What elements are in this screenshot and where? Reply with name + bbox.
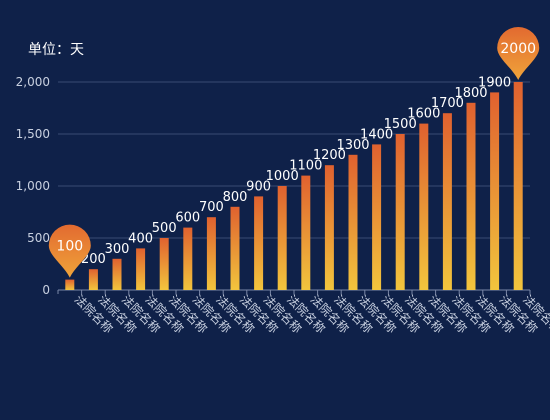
data-label: 1900 <box>478 75 511 90</box>
bar <box>136 248 146 290</box>
bar <box>442 113 452 290</box>
data-label: 1700 <box>431 96 464 111</box>
data-label: 1500 <box>384 117 417 132</box>
marker-pin-shape <box>497 27 540 81</box>
bar <box>395 134 405 290</box>
unit-label: 单位：天 <box>28 42 84 58</box>
data-labels: 2003004005006007008009001000110012001300… <box>81 75 511 267</box>
y-tick-label: 0 <box>42 283 50 297</box>
data-label: 1000 <box>266 169 299 184</box>
min-marker: 100 <box>48 224 91 278</box>
bar <box>490 92 500 291</box>
bar <box>277 186 287 290</box>
x-axis-ticks: 法院名称法院名称法院名称法院名称法院名称法院名称法院名称法院名称法院名称法院名称… <box>57 290 550 336</box>
data-label: 700 <box>199 200 224 215</box>
bar <box>348 154 358 290</box>
data-label: 1200 <box>313 148 346 163</box>
data-label: 900 <box>246 179 271 194</box>
marker-pin-shape <box>48 224 91 278</box>
grid-lines <box>58 81 530 291</box>
y-axis-ticks: 0 500 1,000 1,500 2,000 <box>16 75 50 297</box>
data-label: 800 <box>223 190 248 205</box>
bar <box>301 175 311 290</box>
y-tick-label: 500 <box>27 231 50 245</box>
bar <box>230 206 240 290</box>
bar <box>159 238 169 290</box>
y-tick-label: 2,000 <box>16 75 50 89</box>
bar <box>466 102 476 290</box>
bar <box>372 144 382 290</box>
bar <box>88 269 98 290</box>
y-tick-label: 1,500 <box>16 127 50 141</box>
data-label: 600 <box>175 211 200 226</box>
data-label: 1100 <box>289 159 322 174</box>
marker-value-label: 2000 <box>500 41 536 57</box>
bar <box>324 165 334 290</box>
marker-value-label: 100 <box>56 239 83 255</box>
max-marker: 2000 <box>497 27 540 81</box>
bar <box>419 123 429 290</box>
data-label: 1300 <box>336 138 369 153</box>
bar <box>206 217 216 290</box>
bar <box>513 82 523 290</box>
extreme-markers: 100 2000 <box>48 27 540 278</box>
data-label: 1800 <box>454 86 487 101</box>
data-label: 200 <box>81 252 106 267</box>
y-tick-label: 1,000 <box>16 179 50 193</box>
bar <box>112 258 122 290</box>
data-label: 1400 <box>360 127 393 142</box>
data-label: 500 <box>152 221 177 236</box>
bar <box>183 227 193 290</box>
data-label: 300 <box>105 242 130 257</box>
bar <box>254 196 264 290</box>
bar <box>65 279 75 290</box>
data-label: 1600 <box>407 107 440 122</box>
bars <box>65 82 523 291</box>
data-label: 400 <box>128 231 153 246</box>
